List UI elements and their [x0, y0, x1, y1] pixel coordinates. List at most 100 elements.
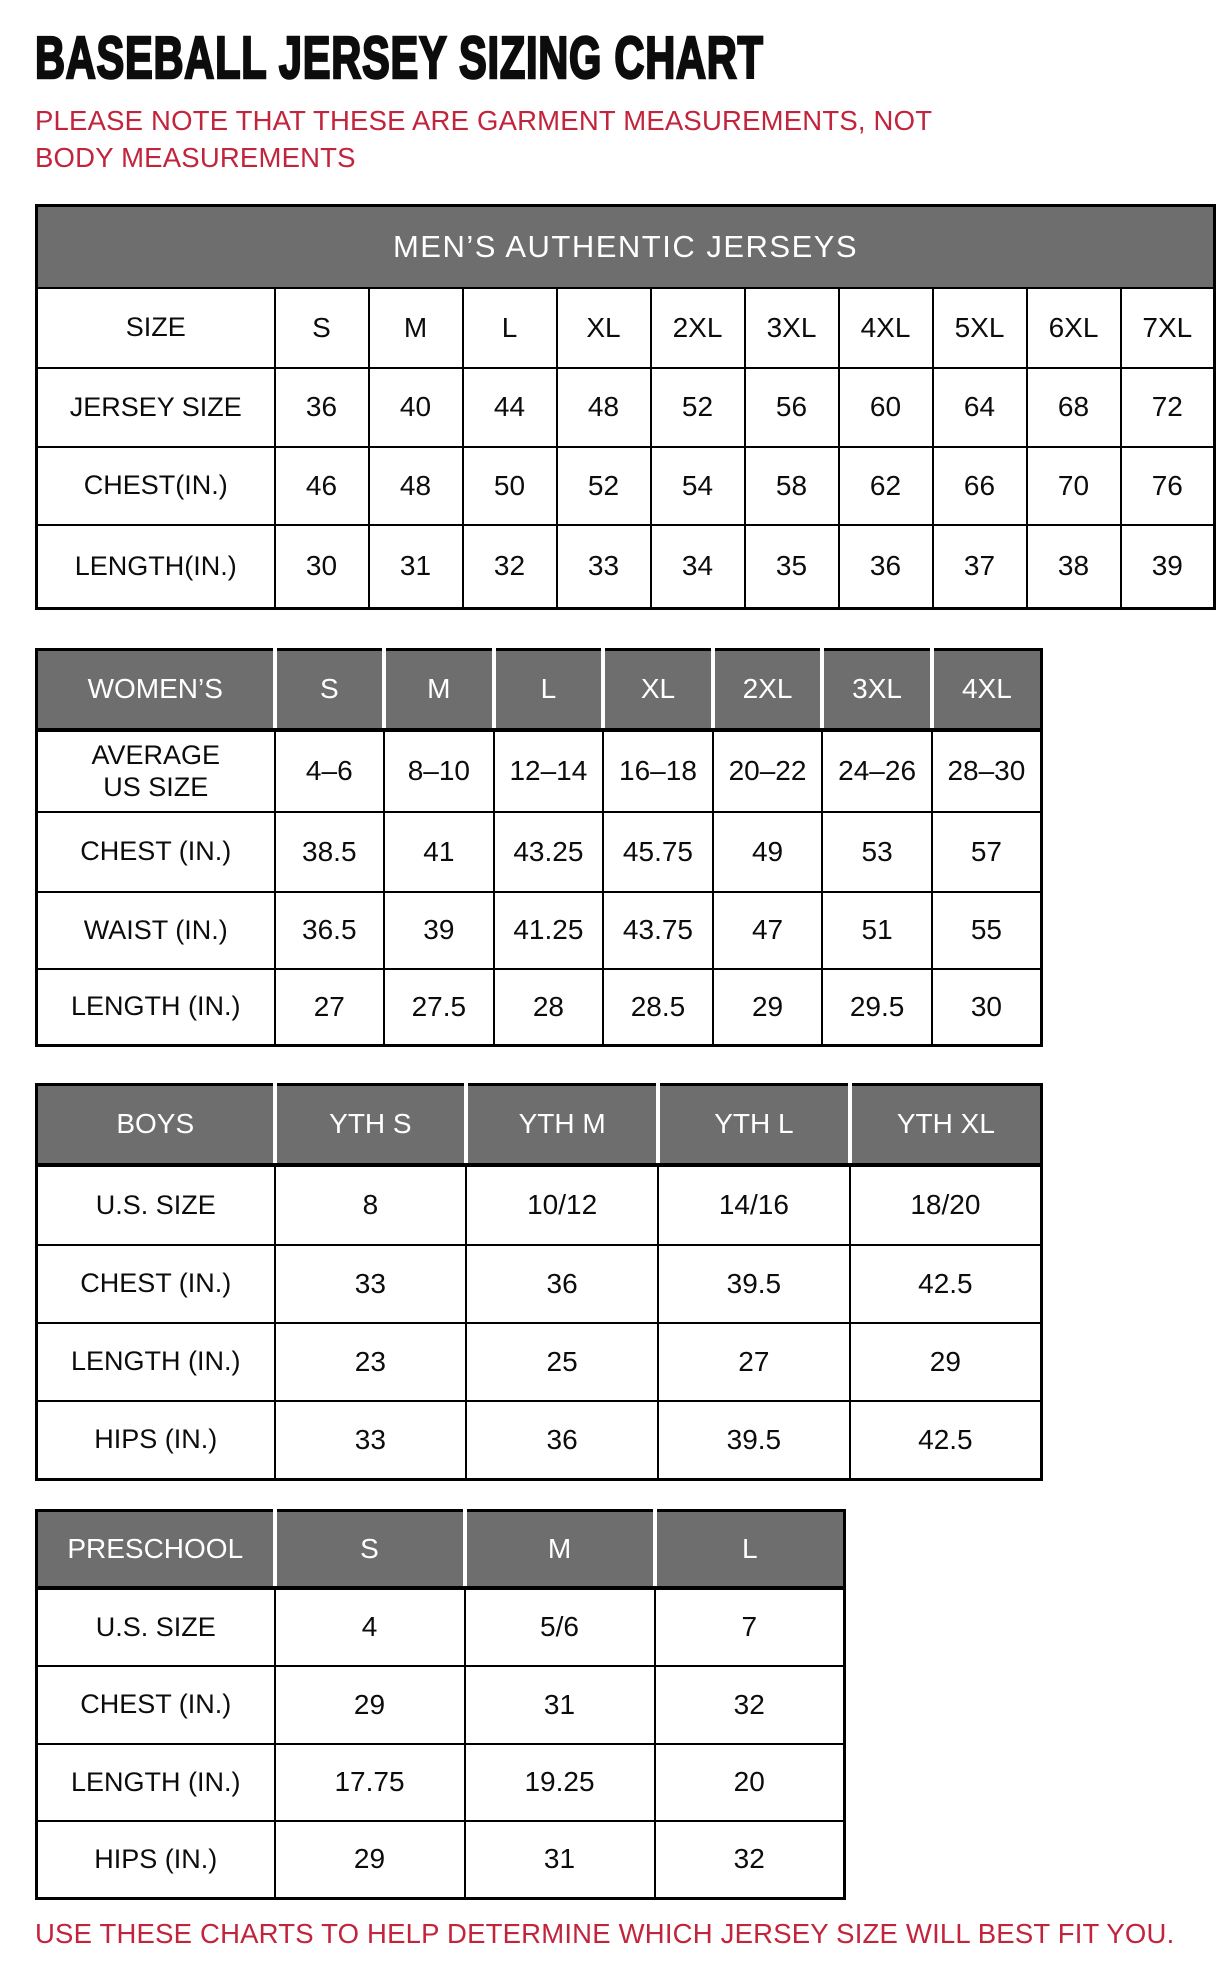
value-cell: 38.5: [273, 810, 386, 893]
table-row: LENGTH (IN.) 23 25 27 29: [35, 1321, 1043, 1402]
sizing-table-preschool: PRESCHOOL S M L U.S. SIZE 4 5/6 7 CHEST (IN.) 29 3…: [35, 1509, 846, 1900]
table-row: LENGTH(IN.) 30 31 32 33 34 35 36 37 38 39: [35, 523, 1216, 610]
sizing-table-boys: BOYS YTH S YTH M YTH L YTH XL U.S. SIZE 8 10/12…: [35, 1083, 1043, 1481]
table-row: CHEST(IN.) 46 48 50 52 54 58 62 66 70 76: [35, 445, 1216, 526]
value-cell: 7XL: [1119, 286, 1216, 369]
header-size-cell: 2XL: [710, 648, 824, 732]
row-label-cell: SIZE: [35, 286, 276, 369]
value-cell: 27.5: [383, 967, 495, 1047]
value-cell: 66: [931, 445, 1028, 526]
value-cell: 72: [1119, 366, 1216, 448]
value-cell: 18/20: [848, 1163, 1043, 1246]
value-cell: 49: [711, 810, 824, 893]
value-cell: 70: [1025, 445, 1122, 526]
value-cell: 29: [848, 1321, 1043, 1402]
value-cell: 62: [837, 445, 934, 526]
value-cell: 36: [465, 1243, 659, 1324]
table-row: HIPS (IN.) 29 31 32: [35, 1819, 846, 1900]
value-cell: 58: [743, 445, 840, 526]
value-cell: 52: [555, 445, 652, 526]
value-cell: 20–22: [711, 728, 824, 813]
value-cell: 24–26: [821, 728, 933, 813]
value-cell: 43.25: [492, 810, 605, 893]
value-cell: 41: [383, 810, 495, 893]
value-cell: 30: [930, 967, 1043, 1047]
table-row: WAIST (IN.) 36.5 39 41.25 43.75 47 51 55: [35, 890, 1043, 970]
header-row-preschool: PRESCHOOL S M L: [35, 1509, 846, 1590]
value-cell: 20: [653, 1742, 846, 1822]
header-size-cell: YTH M: [464, 1083, 659, 1167]
row-label-cell: CHEST(IN.): [35, 445, 276, 526]
value-cell: 27: [657, 1321, 851, 1402]
value-cell: 51: [821, 890, 933, 970]
value-cell: 44: [461, 366, 558, 448]
value-cell: 29: [273, 1664, 466, 1745]
header-size-cell: YTH S: [272, 1083, 468, 1167]
header-size-cell: M: [382, 648, 495, 732]
header-label-boys: BOYS: [35, 1083, 276, 1167]
value-cell: 4–6: [273, 728, 386, 813]
value-cell: 4XL: [837, 286, 934, 369]
page-title: BASEBALL JERSEY SIZING CHART: [34, 23, 764, 92]
value-cell: 23: [273, 1321, 468, 1402]
value-cell: 39: [1119, 523, 1216, 610]
value-cell: 33: [273, 1243, 468, 1324]
table-row: LENGTH (IN.) 17.75 19.25 20: [35, 1742, 846, 1822]
header-row-womens: WOMEN’S S M L XL 2XL 3XL 4XL: [35, 648, 1043, 732]
value-cell: 34: [649, 523, 746, 610]
value-cell: 48: [555, 366, 652, 448]
value-cell: 57: [930, 810, 1043, 893]
value-cell: 48: [367, 445, 464, 526]
value-cell: 76: [1119, 445, 1216, 526]
value-cell: 43.75: [602, 890, 714, 970]
value-cell: 36: [273, 366, 370, 448]
value-cell: 47: [711, 890, 824, 970]
value-cell: 68: [1025, 366, 1122, 448]
row-label-cell: WAIST (IN.): [35, 890, 276, 970]
value-cell: 39.5: [657, 1243, 851, 1324]
row-label-cell: HIPS (IN.): [35, 1819, 276, 1900]
row-label-cell: AVERAGE US SIZE: [35, 728, 276, 813]
value-cell: 37: [931, 523, 1028, 610]
row-label-cell: CHEST (IN.): [35, 1243, 276, 1324]
header-size-cell: L: [652, 1509, 846, 1590]
row-label-cell: LENGTH (IN.): [35, 1742, 276, 1822]
row-label-line: US SIZE: [103, 772, 209, 802]
value-cell: M: [367, 286, 464, 369]
value-cell: 8: [273, 1163, 468, 1246]
value-cell: 55: [930, 890, 1043, 970]
value-cell: 17.75: [273, 1742, 466, 1822]
value-cell: 29: [273, 1819, 466, 1900]
table-row: HIPS (IN.) 33 36 39.5 42.5: [35, 1399, 1043, 1481]
sizing-table-womens: WOMEN’S S M L XL 2XL 3XL 4XL AVERAGE US SIZE 4–6 8–…: [35, 648, 1043, 1047]
table-banner-mens: MEN’S AUTHENTIC JERSEYS: [35, 204, 1216, 289]
value-cell: 31: [367, 523, 464, 610]
sizing-tables-container: MEN’S AUTHENTIC JERSEYS SIZE S M L XL 2XL 3XL 4X…: [35, 204, 1220, 1900]
table-row: SIZE S M L XL 2XL 3XL 4XL 5XL 6XL 7XL: [35, 286, 1216, 369]
value-cell: 33: [273, 1399, 468, 1481]
value-cell: 12–14: [492, 728, 605, 813]
header-size-cell: 3XL: [820, 648, 933, 732]
table-row: CHEST (IN.) 29 31 32: [35, 1664, 846, 1745]
value-cell: 60: [837, 366, 934, 448]
value-cell: 8–10: [383, 728, 495, 813]
value-cell: 5XL: [931, 286, 1028, 369]
value-cell: 56: [743, 366, 840, 448]
value-cell: 36: [465, 1399, 659, 1481]
value-cell: 3XL: [743, 286, 840, 369]
value-cell: 32: [653, 1819, 846, 1900]
banner-row-mens: MEN’S AUTHENTIC JERSEYS: [35, 204, 1216, 289]
row-label-cell: CHEST (IN.): [35, 1664, 276, 1745]
value-cell: 42.5: [848, 1243, 1043, 1324]
value-cell: 14/16: [657, 1163, 851, 1246]
value-cell: 16–18: [602, 728, 714, 813]
value-cell: 36: [837, 523, 934, 610]
header-size-cell: YTH XL: [847, 1083, 1043, 1167]
value-cell: 38: [1025, 523, 1122, 610]
header-size-cell: 4XL: [929, 648, 1043, 732]
value-cell: 7: [653, 1586, 846, 1667]
value-cell: 29: [711, 967, 824, 1047]
value-cell: 2XL: [649, 286, 746, 369]
value-cell: 32: [461, 523, 558, 610]
value-cell: 52: [649, 366, 746, 448]
